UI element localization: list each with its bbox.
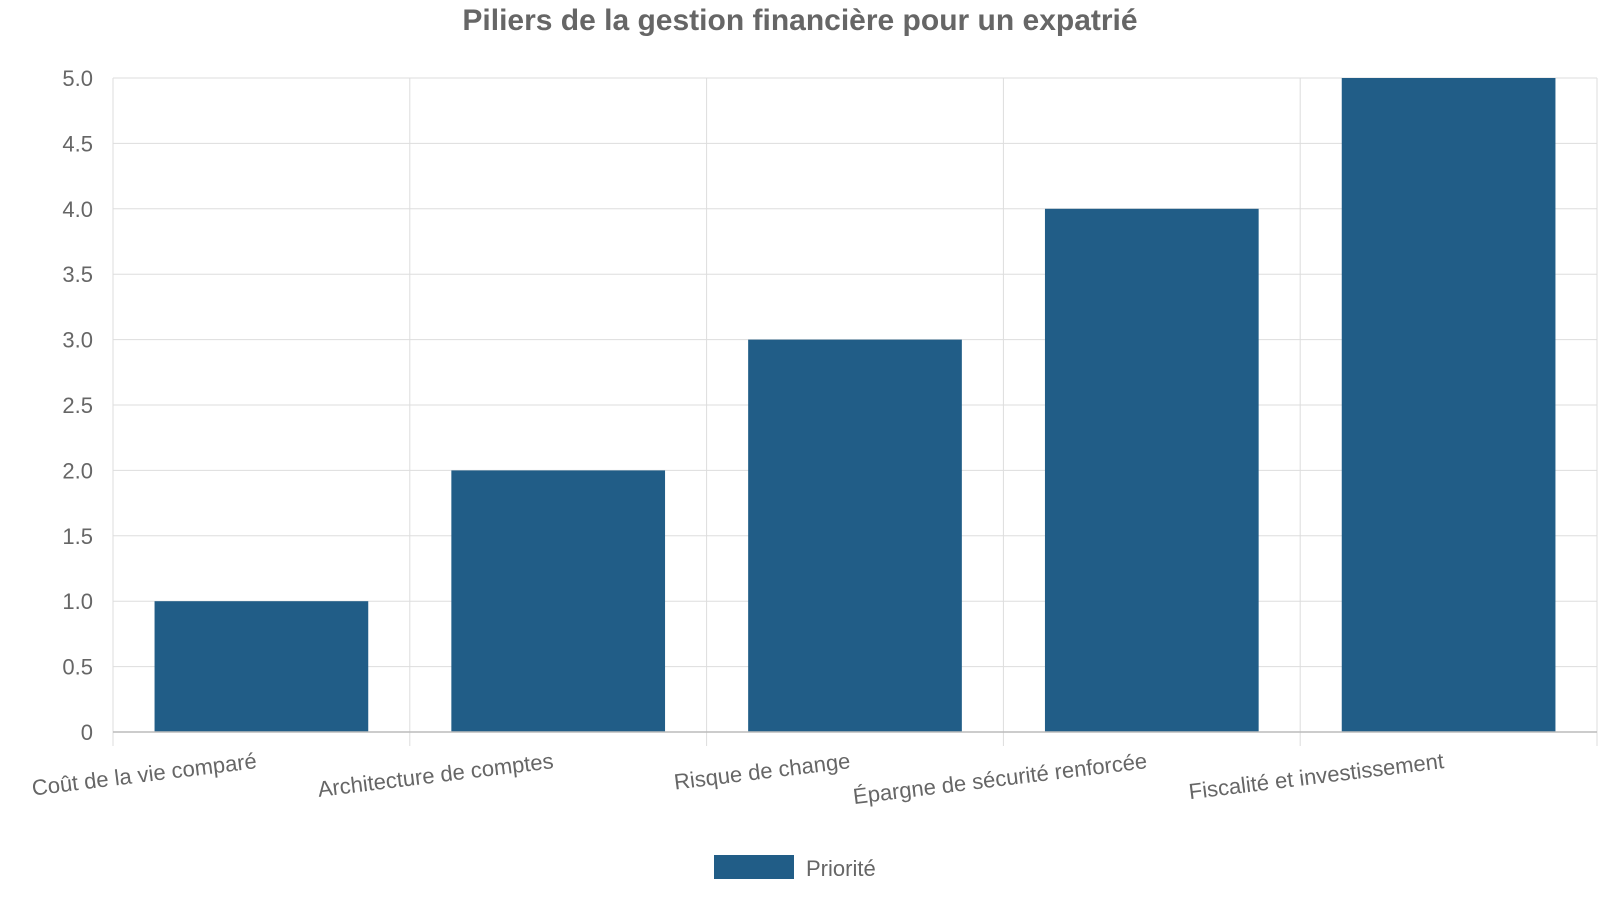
y-tick-label: 0.5 [62,655,93,680]
bar [154,601,369,732]
legend-label: Priorité [806,856,876,881]
y-tick-label: 1.0 [62,589,93,614]
x-tick-label: Architecture de comptes [316,748,555,802]
x-tick-label: Risque de change [673,748,852,794]
y-tick-label: 1.5 [62,524,93,549]
x-tick-label: Fiscalité et investissement [1187,748,1445,804]
y-tick-label: 3.5 [62,262,93,287]
bars [154,78,1556,733]
y-tick-label: 2.5 [62,393,93,418]
y-tick-label: 4.5 [62,131,93,156]
legend-swatch [714,855,794,879]
y-tick-label: 4.0 [62,197,93,222]
y-tick-label: 3.0 [62,328,93,353]
chart-title: Piliers de la gestion financière pour un… [462,4,1137,37]
bar [1044,208,1259,733]
y-tick-label: 5.0 [62,66,93,91]
legend: Priorité [714,855,876,881]
x-tick-label: Épargne de sécurité renforcée [852,748,1149,809]
x-tick-label: Coût de la vie comparé [30,748,258,800]
bar [451,470,666,732]
bar [748,339,962,732]
y-tick-label: 0 [81,720,93,745]
bar [1341,78,1556,732]
y-tick-label: 2.0 [62,458,93,483]
